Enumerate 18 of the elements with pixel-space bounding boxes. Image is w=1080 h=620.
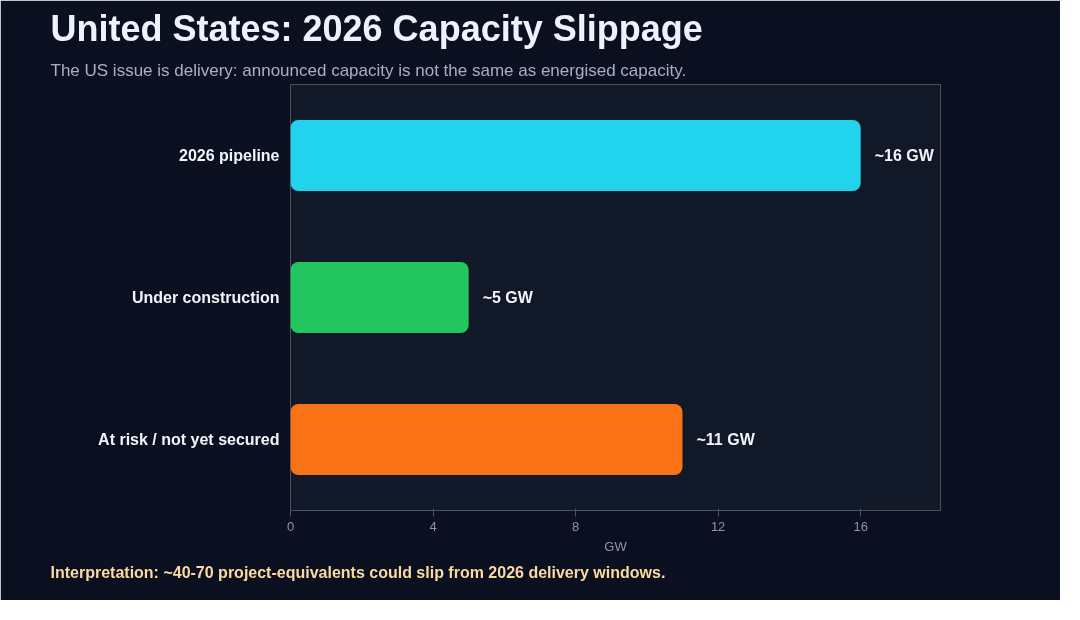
y-tick-label: At risk / not yet secured <box>98 431 280 448</box>
data-label: ~11 GW <box>696 431 756 448</box>
data-label: ~5 GW <box>482 289 534 306</box>
bar <box>290 404 683 475</box>
x-tick-label: 8 <box>571 518 580 534</box>
x-tick-label: 12 <box>710 518 726 534</box>
y-tick-label: Under construction <box>131 289 280 306</box>
data-label: ~16 GW <box>874 147 935 164</box>
x-axis-title: GW <box>604 538 628 554</box>
x-tick-label: 16 <box>853 518 868 534</box>
y-tick-label: 2026 pipeline <box>179 147 280 164</box>
chart-title: United States: 2026 Capacity Slippage <box>50 7 703 49</box>
x-tick-label: 4 <box>429 518 437 534</box>
x-tick-label: 0 <box>286 518 295 534</box>
text: Interpretation: ~40-70 project-equivalents could slip from 2026 delivery windows. <box>50 563 666 581</box>
bar <box>290 120 861 191</box>
chart-subtitle: The US issue is delivery: announced capacity is not the same as energised capacity. <box>50 60 687 80</box>
bar <box>290 262 469 333</box>
